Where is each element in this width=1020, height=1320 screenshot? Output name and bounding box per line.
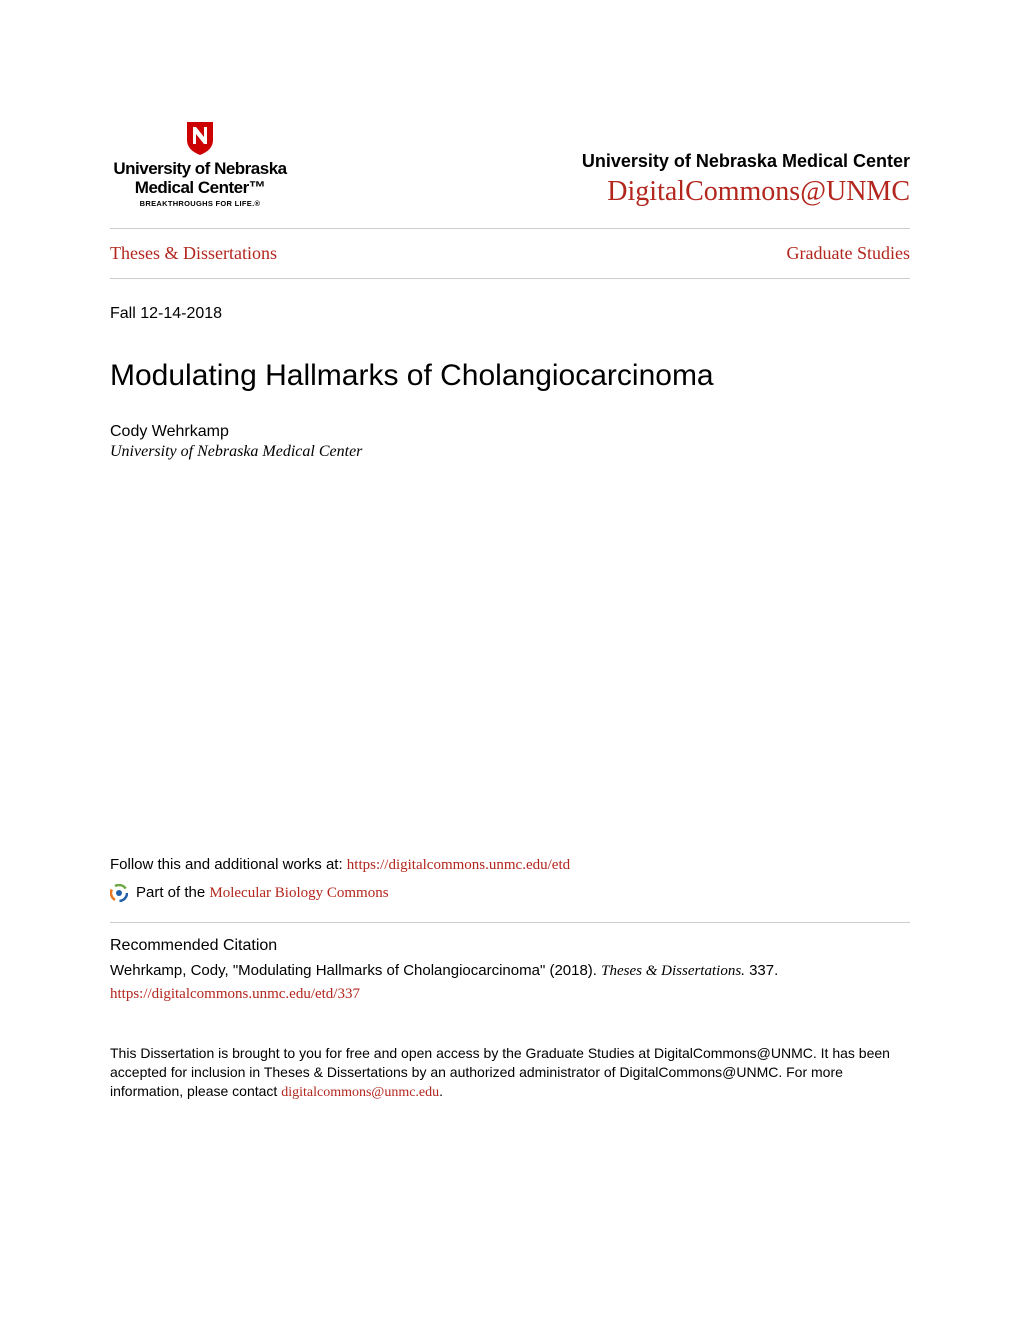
collection-link[interactable]: Theses & Dissertations <box>110 243 277 264</box>
parent-collection-link[interactable]: Graduate Studies <box>787 243 910 264</box>
publication-date: Fall 12-14-2018 <box>110 305 910 323</box>
repository-link[interactable]: DigitalCommons@UNMC <box>607 176 910 207</box>
document-title: Modulating Hallmarks of Cholangiocarcino… <box>110 359 910 393</box>
follow-line: Follow this and additional works at: htt… <box>110 856 910 874</box>
footer-text: This Dissertation is brought to you for … <box>110 1044 910 1103</box>
header-right: University of Nebraska Medical Center Di… <box>582 151 910 208</box>
footer-suffix: . <box>439 1083 443 1099</box>
part-of-row: Part of the Molecular Biology Commons <box>110 884 910 902</box>
logo-text-line1: University of Nebraska <box>113 160 286 179</box>
citation-text: Wehrkamp, Cody, "Modulating Hallmarks of… <box>110 961 910 1004</box>
institution-logo: University of Nebraska Medical Center™ B… <box>110 120 290 208</box>
citation-collection-italic: Theses & Dissertations. <box>601 963 745 979</box>
author-name: Cody Wehrkamp <box>110 423 910 441</box>
institution-name: University of Nebraska Medical Center <box>582 151 910 172</box>
follow-prefix: Follow this and additional works at: <box>110 856 347 873</box>
part-of-text: Part of the Molecular Biology Commons <box>136 884 389 902</box>
divider <box>110 278 910 279</box>
author-affiliation: University of Nebraska Medical Center <box>110 443 910 461</box>
breadcrumb-nav: Theses & Dissertations Graduate Studies <box>110 229 910 278</box>
citation-url-link[interactable]: https://digitalcommons.unmc.edu/etd/337 <box>110 984 910 1004</box>
commons-link[interactable]: Molecular Biology Commons <box>209 885 388 901</box>
logo-tagline: BREAKTHROUGHS FOR LIFE.® <box>140 199 261 208</box>
citation-heading: Recommended Citation <box>110 937 910 955</box>
header: University of Nebraska Medical Center™ B… <box>110 120 910 228</box>
citation-prefix: Wehrkamp, Cody, "Modulating Hallmarks of… <box>110 962 601 979</box>
shield-icon <box>185 120 215 156</box>
footer-prefix: This Dissertation is brought to you for … <box>110 1045 890 1099</box>
citation-suffix: 337. <box>745 962 778 979</box>
network-icon <box>110 884 128 902</box>
follow-url-link[interactable]: https://digitalcommons.unmc.edu/etd <box>347 857 570 873</box>
contact-email-link[interactable]: digitalcommons@unmc.edu <box>281 1085 439 1100</box>
divider <box>110 922 910 923</box>
spacer <box>110 461 910 856</box>
logo-text-line2: Medical Center™ <box>135 179 265 198</box>
part-of-prefix: Part of the <box>136 884 209 901</box>
